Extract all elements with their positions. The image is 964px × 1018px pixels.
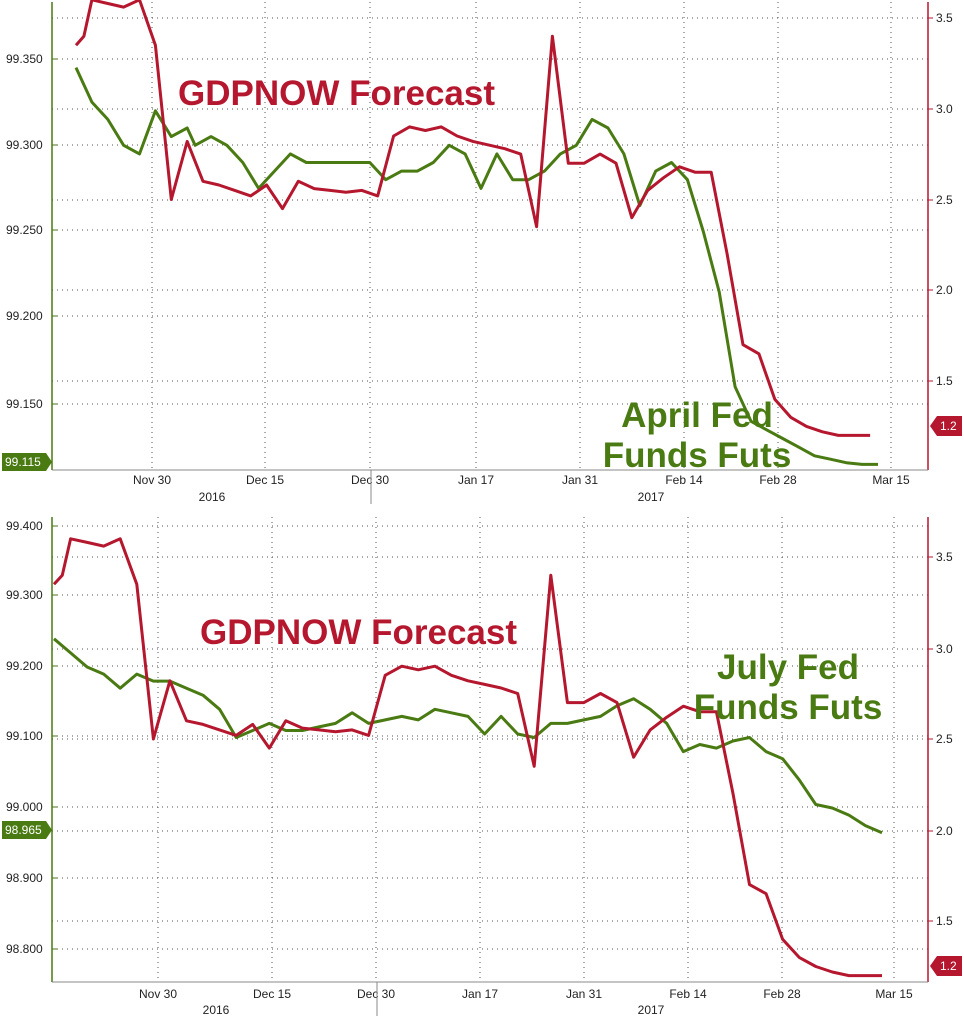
- y-left-tick-label: 99.200: [6, 659, 43, 673]
- right-badge-shape: [930, 416, 962, 436]
- y-left-tick-label: 99.100: [6, 729, 43, 743]
- y-right-tick-label: 2.0: [936, 283, 953, 297]
- chart-panel-april: 99.150 99.200 99.250 99.300 99.350 1.5 2.0 2.5 3…: [2, 0, 962, 504]
- april-fed-funds-chart: 99.150 99.200 99.250 99.300 99.350 1.5 2.0 2.5 3…: [2, 0, 962, 504]
- left-badge-shape: [2, 453, 52, 471]
- y-left-tick-label: 99.400: [6, 519, 43, 533]
- x-year-label: 2017: [638, 1003, 665, 1017]
- y-right-tick-label: 3.0: [936, 102, 953, 116]
- left-last-value-badge: 98.965: [2, 821, 52, 839]
- series-line-fed-funds: [74, 66, 878, 466]
- y-right-tick-label: 1.5: [936, 914, 953, 928]
- x-tick-label: Jan 17: [462, 987, 498, 1001]
- x-year-label: 2016: [199, 490, 226, 504]
- chart-annotation: GDPNOW Forecast: [178, 74, 495, 113]
- y-right-tick-label: 2.5: [936, 732, 953, 746]
- chart-annotation: GDPNOW Forecast: [200, 613, 517, 652]
- x-tick-label: Nov 30: [133, 473, 171, 487]
- left-badge-shape: [2, 821, 52, 839]
- gridlines: [52, 517, 928, 982]
- y-left-tick-label: 99.350: [6, 52, 43, 66]
- series-line-gdpnow: [52, 537, 882, 978]
- chart-panel-july: 98.800 98.900 99.000 99.100 99.200 99.300 99.4…: [0, 509, 964, 1018]
- x-tick-label: Jan 31: [566, 987, 602, 1001]
- series-line-gdpnow: [74, 0, 871, 437]
- y-left-tick-label: 99.200: [6, 309, 43, 323]
- series-line-fed-funds: [53, 637, 883, 835]
- x-tick-label: Dec 15: [253, 987, 291, 1001]
- x-tick-label: Mar 15: [875, 987, 913, 1001]
- y-left-tick-label: 99.300: [6, 138, 43, 152]
- y-left-tick-label: 99.250: [6, 223, 43, 237]
- x-tick-label: Feb 14: [669, 987, 707, 1001]
- y-left-tick-label: 98.800: [6, 942, 43, 956]
- x-year-label: 2017: [638, 490, 665, 504]
- x-tick-label: Jan 17: [458, 473, 494, 487]
- x-tick-label: Feb 28: [759, 473, 797, 487]
- y-right-tick-label: 2.0: [936, 824, 953, 838]
- y-right-tick-label: 2.5: [936, 193, 953, 207]
- y-right-tick-label: 1.5: [936, 374, 953, 388]
- y-left-tick-label: 99.000: [6, 800, 43, 814]
- x-year-label: 2016: [203, 1003, 230, 1017]
- x-tick-label: Feb 14: [665, 473, 703, 487]
- x-tick-label: Mar 15: [872, 473, 910, 487]
- x-tick-label: Jan 31: [562, 473, 598, 487]
- right-badge-value: 1.2: [940, 419, 957, 433]
- right-badge-value: 1.2: [940, 959, 957, 973]
- chart-annotation: Funds Futs: [603, 436, 792, 475]
- right-last-value-badge: 1.2: [930, 956, 962, 976]
- right-badge-shape: [930, 956, 962, 976]
- y-left-tick-label: 99.300: [6, 588, 43, 602]
- right-last-value-badge: 1.2: [930, 416, 962, 436]
- gridlines: [52, 2, 928, 470]
- left-last-value-badge: 99.115: [2, 453, 52, 471]
- x-tick-label: Nov 30: [139, 987, 177, 1001]
- y-right-tick-label: 3.5: [936, 550, 953, 564]
- x-tick-label: Dec 15: [246, 473, 284, 487]
- y-right-tick-label: 3.5: [936, 11, 953, 25]
- y-left-tick-label: 99.150: [6, 397, 43, 411]
- chart-annotation: April Fed: [621, 396, 773, 435]
- y-right-tick-label: 3.0: [936, 642, 953, 656]
- chart-annotation: July Fed: [717, 648, 859, 687]
- left-badge-value: 98.965: [5, 823, 42, 837]
- y-left-tick-label: 98.900: [6, 871, 43, 885]
- chart-annotation: Funds Futs: [694, 688, 883, 727]
- x-tick-label: Dec 30: [357, 987, 395, 1001]
- x-tick-label: Feb 28: [763, 987, 801, 1001]
- left-badge-value: 99.115: [5, 455, 41, 469]
- x-tick-label: Dec 30: [351, 473, 389, 487]
- july-fed-funds-chart: 98.800 98.900 99.000 99.100 99.200 99.300 99.4…: [2, 517, 962, 1017]
